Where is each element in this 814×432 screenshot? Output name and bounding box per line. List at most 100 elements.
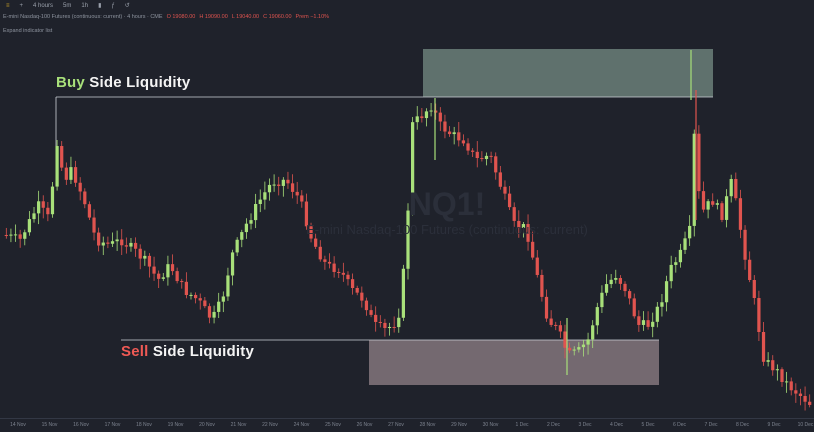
buy-side-liquidity-zone xyxy=(423,49,713,97)
time-axis-tick: 18 Nov xyxy=(136,422,152,428)
expand-indicator-list-button[interactable]: Expand indicator list xyxy=(3,28,53,34)
candle-body xyxy=(595,307,599,326)
candle-body xyxy=(637,316,641,325)
candle-body xyxy=(678,249,683,263)
time-axis-tick: 30 Nov xyxy=(482,422,499,428)
candle-body xyxy=(507,193,512,208)
interval-5m-button[interactable]: 5m xyxy=(63,3,72,9)
candle-body xyxy=(277,184,281,186)
time-axis-tick: 27 Nov xyxy=(388,422,404,428)
candle-body xyxy=(244,223,249,233)
candle-body xyxy=(572,349,576,351)
candle-body xyxy=(697,133,701,192)
candle-body xyxy=(267,184,272,193)
candles xyxy=(4,50,812,411)
time-axis-tick: 1 Dec xyxy=(515,422,529,428)
candle-body xyxy=(32,213,36,220)
candle-body xyxy=(706,201,710,210)
candle-body xyxy=(623,283,627,292)
replay-icon[interactable]: ↺ xyxy=(124,3,130,9)
candle-body xyxy=(577,347,581,350)
candle-body xyxy=(217,301,221,312)
candle-body xyxy=(526,224,530,242)
time-axis-tick: 7 Dec xyxy=(704,422,718,428)
candle-body xyxy=(115,239,119,242)
candle-body xyxy=(369,310,373,315)
candle-body xyxy=(803,395,807,402)
candle-body xyxy=(660,302,664,307)
candle-body xyxy=(521,224,526,228)
time-axis-tick: 28 Nov xyxy=(419,422,436,428)
candle-body xyxy=(734,178,738,199)
candle-body xyxy=(600,292,604,308)
interval-4-hours-button[interactable]: 4 hours xyxy=(33,3,54,9)
candle-body xyxy=(415,116,419,123)
candle-body xyxy=(711,201,715,205)
candle-body xyxy=(327,261,332,264)
candle-body xyxy=(355,288,359,293)
candle-style-icon[interactable]: ▮ xyxy=(98,3,102,9)
candle-body xyxy=(784,381,789,383)
change-value: Prem −1.10% xyxy=(295,14,330,20)
low-value: L 19040.00 xyxy=(231,14,260,20)
candle-body xyxy=(110,241,115,244)
candle-body xyxy=(143,255,147,259)
candle-body xyxy=(101,242,105,246)
candle-body xyxy=(461,140,466,144)
candle-body xyxy=(489,155,493,157)
candle-body xyxy=(701,191,706,210)
time-axis-tick: 26 Nov xyxy=(356,422,373,428)
candle-body xyxy=(226,275,230,297)
candle-body xyxy=(193,294,198,299)
candle-body xyxy=(133,242,138,249)
candle-body xyxy=(558,325,562,332)
candle-body xyxy=(235,239,239,253)
candle-body xyxy=(157,273,161,279)
candle-body xyxy=(161,277,165,279)
time-axis-tick: 6 Dec xyxy=(672,422,687,428)
candle-body xyxy=(794,390,798,394)
candle-body xyxy=(18,234,22,239)
candle-body xyxy=(387,326,392,328)
candle-body xyxy=(378,321,382,323)
time-axis-tick: 3 Dec xyxy=(578,422,592,428)
time-axis-tick: 16 Nov xyxy=(73,422,89,428)
candle-body xyxy=(120,239,124,246)
candle-body xyxy=(780,369,784,382)
time-axis-tick: 20 Nov xyxy=(199,422,215,428)
candle-body xyxy=(609,279,613,285)
symbol-search-icon[interactable]: + xyxy=(19,3,24,9)
candle-body xyxy=(494,156,498,173)
candle-body xyxy=(669,264,673,282)
candle-body xyxy=(97,232,101,246)
candle-body xyxy=(129,242,133,247)
candle-body xyxy=(152,266,156,274)
candle-body xyxy=(775,369,779,371)
candle-body xyxy=(535,257,539,275)
candle-body xyxy=(429,110,433,112)
candle-body xyxy=(674,262,678,265)
time-axis-tick: 29 Nov xyxy=(451,422,467,428)
candle-body xyxy=(221,296,225,302)
chart-toolbar: ≡ + 4 hours 5m 1h ▮ ƒ ↺ xyxy=(0,0,814,12)
candle-body xyxy=(203,300,207,307)
menu-icon[interactable]: ≡ xyxy=(6,3,10,9)
time-axis-tick: 19 Nov xyxy=(167,422,184,428)
candle-body xyxy=(563,331,567,348)
sell-side-liquidity-label: Sell Side Liquidity xyxy=(121,343,254,360)
interval-1h-button[interactable]: 1h xyxy=(81,3,89,9)
candle-body xyxy=(411,122,415,211)
candle-body xyxy=(78,182,82,192)
candle-body xyxy=(50,186,55,215)
candle-body xyxy=(641,320,646,325)
time-axis-tick: 14 Nov xyxy=(10,422,26,428)
time-axis[interactable]: 14 Nov 15 Nov 16 Nov 17 Nov 18 Nov 19 Nov 20 N… xyxy=(0,418,814,432)
candle-body xyxy=(738,198,743,230)
candle-body xyxy=(9,234,13,236)
candle-body xyxy=(272,184,276,186)
candle-body xyxy=(646,320,650,327)
candle-body xyxy=(554,324,558,326)
indicators-icon[interactable]: ƒ xyxy=(111,3,115,9)
candle-body xyxy=(106,242,110,244)
